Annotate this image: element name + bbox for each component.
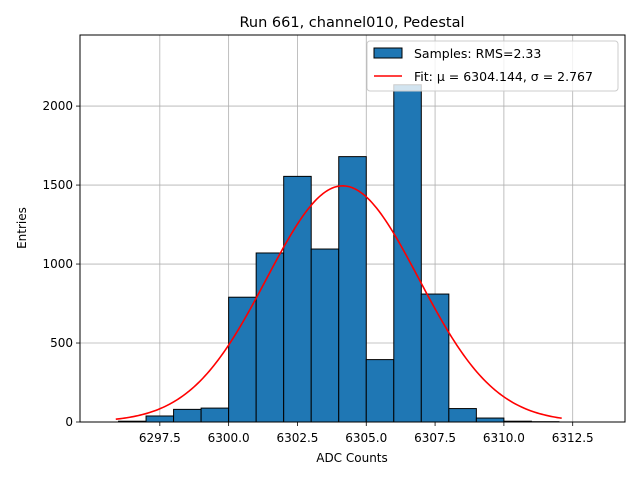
x-tick-label: 6300.0: [208, 431, 250, 445]
histogram-bar: [228, 296, 257, 423]
histogram-bar: [283, 175, 312, 423]
y-axis-ticks: 0 500 1000 1500 2000: [42, 99, 80, 429]
x-tick-label: 6310.0: [483, 431, 525, 445]
legend: Samples: RMS=2.33 Fit: μ = 6304.144, σ =…: [366, 40, 619, 92]
legend-histogram-label: Samples: RMS=2.33: [414, 46, 541, 61]
histogram-bar: [255, 252, 285, 423]
y-tick-label: 500: [50, 336, 73, 350]
x-axis-ticks: 6297.5 6300.0 6302.5 6305.0 6307.5 6310.0 6312…: [139, 422, 594, 445]
fit-curve: [115, 185, 562, 421]
histogram-bar: [310, 248, 340, 423]
histogram-bar: [448, 408, 477, 423]
chart-title: Run 661, channel010, Pedestal: [239, 15, 464, 31]
histogram-bar: [475, 417, 505, 423]
x-tick-label: 6297.5: [139, 431, 181, 445]
x-tick-label: 6307.5: [414, 431, 456, 445]
x-tick-label: 6312.5: [552, 431, 594, 445]
x-axis-label: ADC Counts: [316, 451, 388, 465]
x-tick-label: 6305.0: [345, 431, 387, 445]
histogram-bar: [365, 359, 395, 423]
histogram-bar: [338, 156, 367, 423]
histogram-bar: [200, 407, 230, 423]
y-tick-label: 1500: [42, 178, 73, 192]
legend-histogram-swatch: [373, 47, 403, 59]
plot-frame: [79, 34, 626, 423]
y-tick-label: 2000: [42, 99, 73, 113]
histogram-bar: [145, 415, 175, 423]
legend-box: [366, 40, 619, 92]
histogram-bar: [393, 84, 422, 423]
histogram-bar: [173, 408, 202, 423]
fit-curve-group: [115, 185, 562, 421]
y-tick-label: 1000: [42, 257, 73, 271]
x-tick-label: 6302.5: [276, 431, 318, 445]
y-axis-label: Entries: [15, 207, 29, 249]
legend-fit-label: Fit: μ = 6304.144, σ = 2.767: [414, 69, 593, 84]
histogram-bar: [420, 293, 450, 423]
histogram-bars: [118, 84, 560, 423]
y-tick-label: 0: [65, 415, 73, 429]
